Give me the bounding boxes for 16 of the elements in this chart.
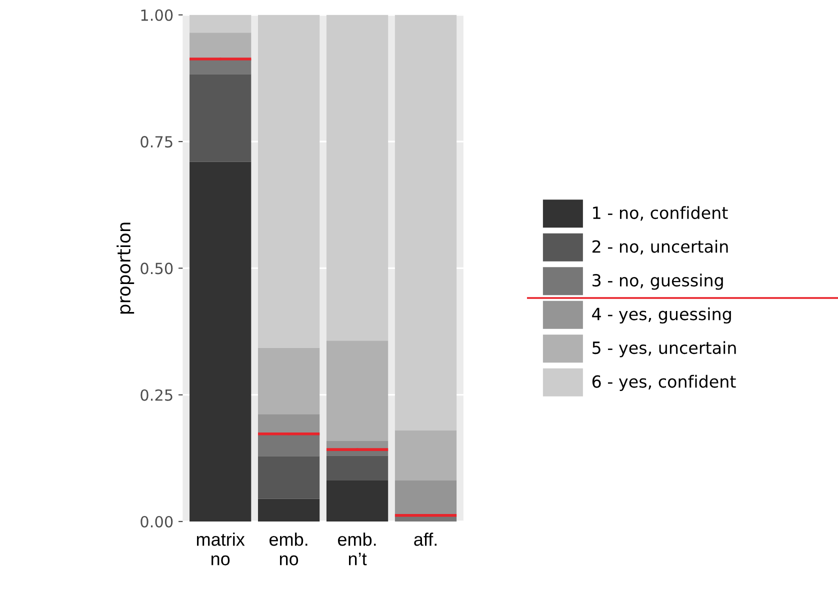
legend-label: 3 - no, guessing xyxy=(592,274,723,290)
legend-label: 5 - yes, uncertain xyxy=(592,341,736,358)
x-tick-label: emb. n’t xyxy=(338,532,376,566)
y-tick-label: 0.00 xyxy=(140,516,173,528)
legend-label: 1 - no, confident xyxy=(593,206,728,221)
y-tick-label: 0.75 xyxy=(140,136,172,148)
legend-label: 4 - yes, guessing xyxy=(592,307,731,324)
x-tick-label: matrix no xyxy=(196,532,245,566)
y-tick-label: 0.50 xyxy=(140,262,173,274)
y-tick-label: 1.00 xyxy=(141,9,173,21)
y-axis-title: proportion xyxy=(116,222,134,314)
y-tick-label: 0.25 xyxy=(140,389,172,401)
x-tick-label: aff. xyxy=(414,532,436,546)
legend-label: 2 - no, uncertain xyxy=(592,240,728,255)
x-tick-label: emb. no xyxy=(270,532,308,566)
legend-label: 6 - yes, confident xyxy=(592,374,736,392)
